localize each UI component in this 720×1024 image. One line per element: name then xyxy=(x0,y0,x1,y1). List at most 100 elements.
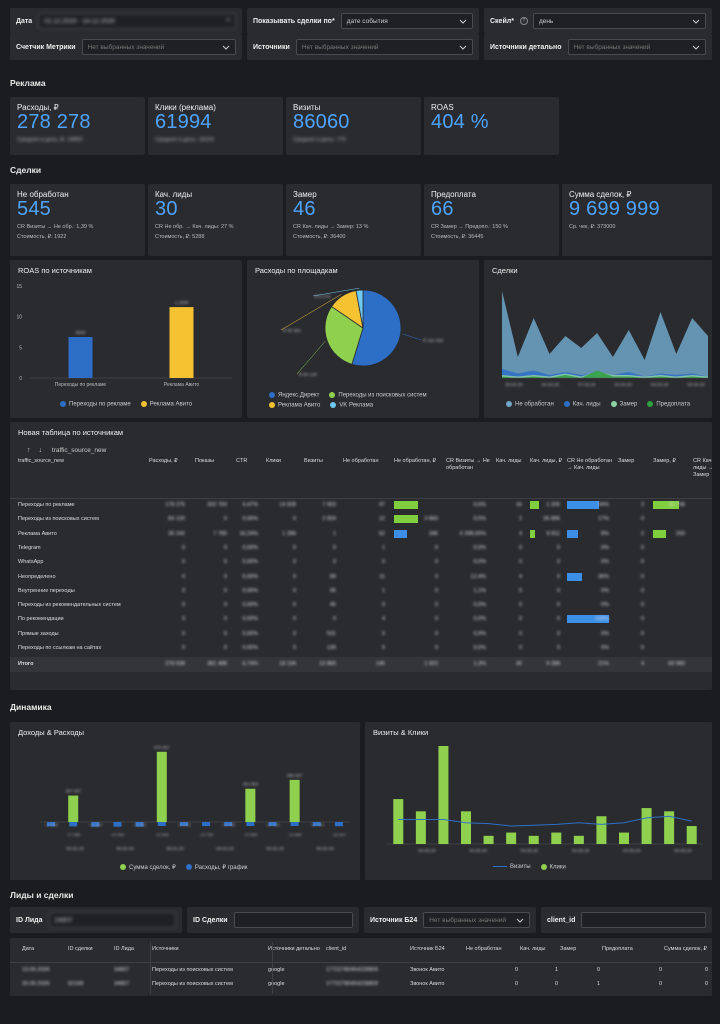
column-header[interactable]: Не обработан xyxy=(343,458,379,464)
column-header[interactable]: Источники xyxy=(152,946,179,952)
legend-item[interactable]: Расходы, ₽ график xyxy=(185,864,248,871)
help-icon[interactable]: ? xyxy=(519,17,528,25)
counter-filter[interactable]: Счетчик Метрики Нет выбранных значений xyxy=(10,34,242,60)
total-row xyxy=(10,657,712,673)
legend-item[interactable]: Реклама Авито xyxy=(140,401,192,408)
income-bar xyxy=(289,779,300,822)
arrow-down-icon[interactable]: ↓ xyxy=(38,447,42,454)
legend-marker xyxy=(540,864,547,870)
table-cell: 0 xyxy=(332,544,336,551)
legend-item[interactable]: Не обработан xyxy=(506,401,554,408)
column-header[interactable]: Визиты xyxy=(304,458,323,464)
table-cell: 1 xyxy=(381,544,385,551)
source-name-cell: Telegram xyxy=(18,544,41,551)
column-header[interactable]: Клики xyxy=(266,458,281,464)
sort-controls: ↑ ↓ traffic_source_new xyxy=(27,447,106,454)
scale-select[interactable]: день xyxy=(532,13,706,29)
sources-select[interactable]: Нет выбранных значений xyxy=(295,39,473,55)
bar-data-label: 367 457 xyxy=(65,789,81,794)
column-header[interactable]: ID Лида xyxy=(114,946,134,952)
clear-icon[interactable]: ✕ xyxy=(225,17,231,24)
table-cell: 0 xyxy=(556,573,560,580)
table-cell: Переходы из поисковых систем xyxy=(152,967,233,973)
column-header[interactable]: Не обработан, ₽ xyxy=(394,458,437,464)
table-cell: 7 785 xyxy=(213,530,227,537)
legend-item[interactable]: Клики xyxy=(540,864,566,871)
column-header[interactable]: Дата xyxy=(22,946,35,952)
column-header[interactable]: Сумма сделок, ₽ xyxy=(664,946,707,952)
column-header[interactable]: CR Кач. лиды → Замер xyxy=(693,458,712,478)
expense-bar xyxy=(69,822,78,827)
lead-id-filter[interactable]: ID Лида 24807 xyxy=(10,907,182,933)
arrow-up-icon[interactable]: ↑ xyxy=(27,447,31,454)
column-header[interactable]: traffic_source_new xyxy=(18,458,65,464)
table-cell: 1 xyxy=(596,981,600,987)
legend-item[interactable]: Визиты xyxy=(493,864,531,871)
legend-item[interactable]: Переходы по рекламе xyxy=(60,401,131,408)
sources-detail-select[interactable]: Нет выбранных значений xyxy=(567,39,706,55)
bar-data-label: -21 002 xyxy=(133,822,147,827)
lead-id-input[interactable]: 24807 xyxy=(48,912,176,928)
column-header[interactable]: Предоплата xyxy=(602,946,633,952)
clicks-bar xyxy=(686,826,697,844)
date-range-input[interactable]: 01.12.2020 - 14.12.2020 ✕ xyxy=(38,13,236,29)
source-b24-select[interactable]: Нет выбранных значений xyxy=(423,912,530,928)
legend-item[interactable]: Предоплата xyxy=(647,401,690,408)
legend-item[interactable]: Замер xyxy=(610,401,637,408)
table-cell: 1 xyxy=(381,587,385,594)
date-filter[interactable]: Дата 01.12.2020 - 14.12.2020 ✕ xyxy=(10,8,242,34)
column-header[interactable]: Замер xyxy=(618,458,635,464)
client-id-filter[interactable]: client_id xyxy=(541,907,712,933)
sources-detail-filter[interactable]: Источники детально Нет выбранных значени… xyxy=(484,34,712,60)
column-header[interactable]: Источники детально xyxy=(268,946,320,952)
counter-select[interactable]: Нет выбранных значений xyxy=(81,39,236,55)
legend-item[interactable]: Реклама Авито xyxy=(269,401,320,408)
legend-label: Яндекс.Директ xyxy=(278,392,320,399)
column-header[interactable]: ID сделки xyxy=(68,946,93,952)
table-cell: 139 xyxy=(326,645,336,651)
column-header[interactable]: CTR xyxy=(236,458,248,464)
column-header[interactable]: Кач. лиды xyxy=(520,946,546,952)
deal-id-filter[interactable]: ID Сделки xyxy=(187,907,359,933)
column-header[interactable]: Кач. лиды, ₽ xyxy=(530,458,563,464)
legend-item[interactable]: Кач. лиды xyxy=(563,401,601,408)
source-table-panel: Новая таблица по источникам ↑ ↓ traffic_… xyxy=(10,422,712,690)
legend-item[interactable]: VK Реклама xyxy=(330,401,373,408)
legend-item[interactable]: Сумма сделок, ₽ xyxy=(120,864,176,871)
column-header[interactable]: Расходы, ₽ xyxy=(149,458,178,464)
client-id-label: client_id xyxy=(547,916,576,924)
table-cell: 0 xyxy=(518,645,522,651)
column-header[interactable]: client_id xyxy=(326,946,347,952)
column-header[interactable]: Замер, ₽ xyxy=(653,458,676,464)
show-by-filter[interactable]: Показывать сделки по* дате события xyxy=(247,8,479,34)
show-by-select[interactable]: дате события xyxy=(340,13,473,29)
scale-filter[interactable]: Скейл* ? день xyxy=(484,8,712,34)
source-name-cell: Переходы по ссылкам на сайтах xyxy=(18,645,102,651)
deal-id-input[interactable] xyxy=(233,912,353,928)
table-cell: 0 xyxy=(181,602,185,609)
sources-filter[interactable]: Источники Нет выбранных значений xyxy=(247,34,479,60)
column-header[interactable]: Не обработан xyxy=(466,946,502,952)
column-header[interactable]: Показы xyxy=(195,458,215,464)
column-divider xyxy=(272,942,273,994)
column-header[interactable]: CR Не обработан → Кач. лиды xyxy=(567,458,612,471)
table-cell: 0% xyxy=(601,587,609,594)
table-cell: 4 xyxy=(381,616,385,623)
pie-data-label: ₽ 154 450 xyxy=(423,338,444,343)
pie-slice xyxy=(355,289,364,329)
source-b24-filter[interactable]: Источник Б24 Нет выбранных значений xyxy=(364,907,536,933)
client-id-input[interactable] xyxy=(581,912,706,928)
bar-data-label: -21 002 xyxy=(111,832,125,837)
legend-item[interactable]: Яндекс.Директ xyxy=(269,392,319,399)
column-header[interactable]: Замер xyxy=(560,946,577,952)
bar-data-label: -12 846 xyxy=(244,832,258,837)
legend-item[interactable]: Переходы из поисковых систем xyxy=(329,392,427,399)
column-header[interactable]: Кач. лиды xyxy=(496,458,522,464)
column-header[interactable]: CR Визиты → Не обработан xyxy=(446,458,490,471)
table-cell: 0 xyxy=(181,630,185,637)
chart-title: Сделки xyxy=(492,266,518,275)
roas-bar xyxy=(68,337,93,378)
kpi-value: 66 xyxy=(431,198,454,220)
kpi-value: 30 xyxy=(155,198,178,220)
column-header[interactable]: Источник Б24 xyxy=(410,946,445,952)
